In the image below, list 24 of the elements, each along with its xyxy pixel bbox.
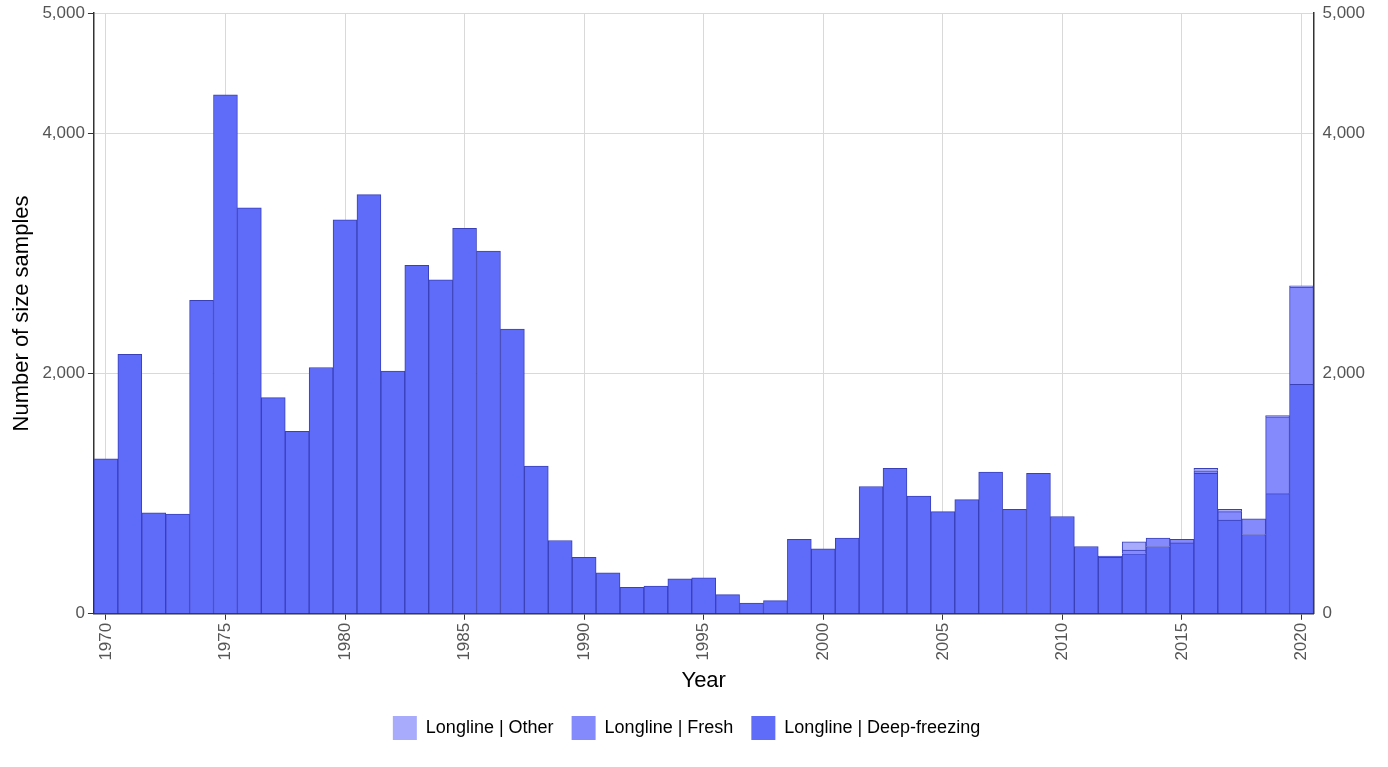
y-tick-label: 0 bbox=[75, 603, 85, 623]
legend-label: Longline | Fresh bbox=[604, 716, 734, 737]
y-axis-title: Number of size samples bbox=[8, 195, 34, 432]
x-tick-label: 2000 bbox=[812, 622, 832, 661]
x-tick-label: 2015 bbox=[1171, 622, 1191, 661]
y2-tick-label: 0 bbox=[1322, 603, 1332, 623]
x-tick-label: 2010 bbox=[1052, 622, 1072, 661]
y-tick-label: 2,000 bbox=[42, 363, 85, 383]
x-tick-label: 1995 bbox=[693, 622, 713, 661]
y2-tick-label: 2,000 bbox=[1322, 363, 1366, 383]
legend-label: Longline | Other bbox=[425, 716, 554, 737]
legend-label: Longline | Deep-freezing bbox=[784, 716, 981, 737]
x-tick-label: 1980 bbox=[334, 622, 354, 661]
x-axis-title: Year bbox=[681, 666, 726, 692]
x-tick-label: 1985 bbox=[454, 622, 474, 661]
x-tick-label: 1970 bbox=[95, 622, 115, 661]
y2-tick-label: 5,000 bbox=[1322, 2, 1366, 22]
y2-tick-label: 4,000 bbox=[1322, 123, 1366, 142]
x-tick-label: 1975 bbox=[215, 622, 235, 661]
x-tick-label: 2020 bbox=[1291, 622, 1311, 661]
y-tick-label: 5,000 bbox=[42, 2, 85, 22]
x-tick-label: 2005 bbox=[932, 622, 952, 661]
x-tick-label: 1990 bbox=[573, 622, 593, 661]
y-tick-label: 4,000 bbox=[42, 123, 85, 142]
